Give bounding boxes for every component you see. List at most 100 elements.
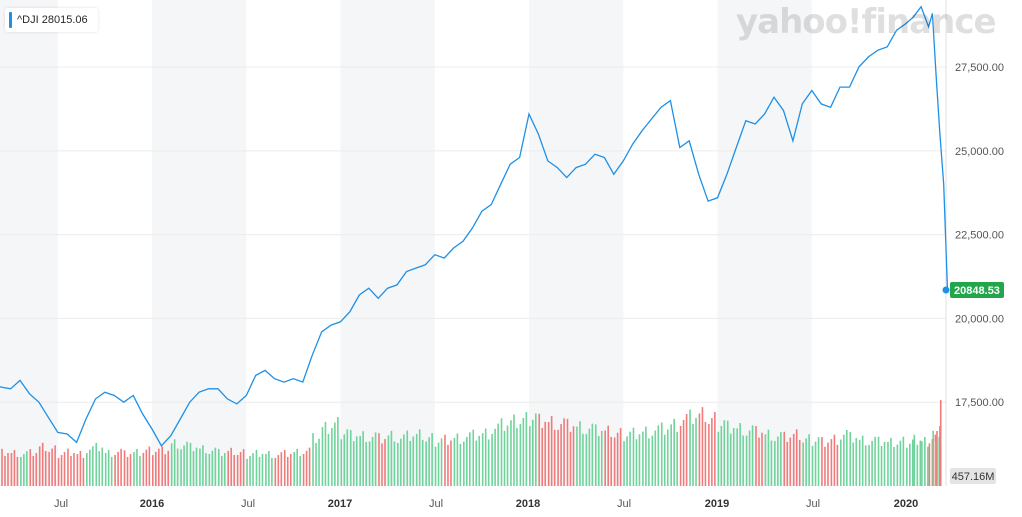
volume-bar [421, 439, 424, 486]
volume-bar [268, 451, 270, 486]
volume-bar [487, 439, 490, 486]
volume-bar [239, 452, 242, 486]
volume-bar [932, 430, 934, 486]
x-tick-label: 2017 [328, 498, 352, 510]
volume-bar [657, 425, 660, 486]
volume-bar [299, 455, 301, 486]
volume-bar [365, 442, 367, 486]
x-tick-label: 2020 [894, 498, 918, 510]
volume-bar [569, 431, 572, 486]
volume-bar [761, 432, 763, 486]
volume-bar [444, 434, 446, 486]
volume-bar [484, 428, 487, 486]
volume-bar [764, 434, 767, 486]
band [529, 0, 624, 486]
volume-bar [500, 418, 503, 486]
volume-bar [434, 446, 437, 486]
volume-bar [412, 436, 415, 486]
volume-bar [698, 413, 701, 486]
volume-bar [547, 421, 550, 486]
volume-bar [836, 444, 839, 486]
volume-bar [337, 417, 339, 486]
legend-value: 28015.06 [41, 14, 88, 26]
volume-bar [582, 433, 584, 486]
volume-bar [588, 428, 591, 486]
volume-bar [732, 428, 735, 486]
volume-bar [642, 431, 644, 486]
volume-bar [418, 429, 421, 486]
volume-bar [811, 445, 814, 486]
volume-bar [126, 456, 129, 486]
volume-bar [673, 418, 675, 486]
volume-bar [296, 448, 298, 486]
volume-bar [805, 438, 807, 486]
volume-bar [939, 399, 942, 486]
volume-bar [129, 454, 132, 486]
volume-bar [29, 449, 32, 486]
volume-bar [928, 443, 931, 486]
volume-bar [506, 425, 509, 486]
volume-bar [830, 439, 833, 486]
volume-bar [849, 432, 852, 486]
volume-bar [107, 450, 110, 486]
volume-bar [255, 449, 258, 486]
volume-bar [359, 435, 361, 486]
last-price-badge: 20848.53 457.16M [942, 281, 1004, 484]
last-price-bg [950, 281, 1004, 298]
volume-bar [136, 449, 138, 486]
volume-bar [651, 435, 654, 486]
volume-bar [472, 429, 475, 486]
band [717, 0, 812, 486]
volume-bar [48, 451, 50, 486]
volume-bar [384, 439, 386, 486]
volume-bar [186, 441, 188, 486]
volume-bar [220, 455, 223, 486]
volume-bar [152, 455, 154, 486]
volume-bar [475, 440, 478, 486]
volume-bar [158, 448, 160, 486]
volume-bar [491, 433, 493, 486]
volume-bar [148, 446, 151, 486]
volume-bar [280, 452, 283, 486]
volume-bar [906, 447, 908, 486]
volume-bar [553, 429, 556, 486]
volume-bar [572, 426, 575, 486]
volume-bar [600, 431, 603, 486]
volume-bar [208, 453, 211, 486]
volume-bar [685, 414, 688, 486]
volume-bar [695, 417, 697, 486]
volume-bar [164, 454, 167, 486]
volume-bar [368, 441, 371, 486]
y-tick-label: 22,500.00 [955, 230, 1004, 242]
volume-bar [104, 453, 107, 486]
x-tick-label: Jul [806, 498, 820, 510]
volume-label: 457.16M [952, 471, 995, 483]
volume-bar [916, 444, 919, 486]
volume-bar [883, 442, 886, 486]
volume-bar [877, 436, 880, 486]
volume-bar [428, 437, 430, 486]
volume-bar [167, 450, 170, 486]
volume-bar [440, 438, 443, 486]
volume-bar [173, 439, 176, 486]
volume-bar [26, 451, 28, 486]
volume-bar [331, 428, 333, 486]
volume-bar [663, 434, 666, 486]
volume-bar [349, 430, 352, 486]
volume-bar [393, 441, 396, 486]
volume-bar [840, 439, 842, 486]
x-tick-label: 2019 [705, 498, 729, 510]
volume-bar [560, 424, 562, 486]
volume-bar [236, 454, 239, 486]
volume-bar [57, 457, 60, 486]
band [152, 0, 247, 486]
volume-bar [98, 451, 101, 486]
volume-bar [120, 448, 122, 486]
volume-bar [585, 433, 588, 486]
legend[interactable]: ^DJI 28015.06 [5, 8, 98, 32]
volume-bar [1, 448, 3, 486]
volume-bar [871, 440, 873, 486]
volume-bar [4, 455, 6, 486]
volume-bar [645, 426, 647, 486]
